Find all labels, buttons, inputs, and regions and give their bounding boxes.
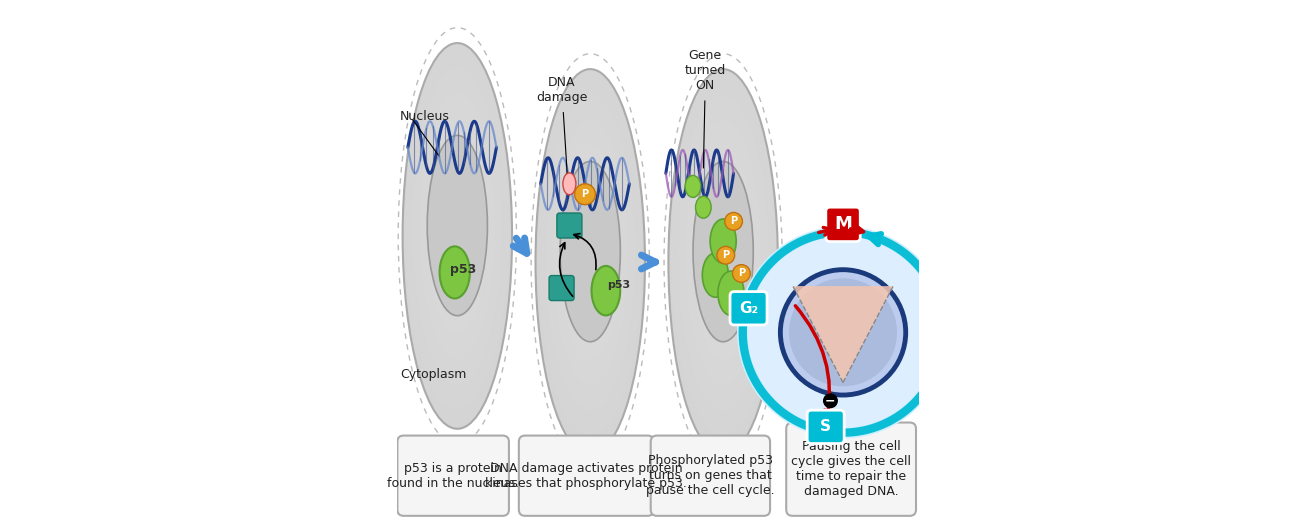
Ellipse shape	[412, 68, 503, 385]
Text: G₁: G₁	[941, 325, 961, 340]
Text: Pausing the cell
cycle gives the cell
time to repair the
damaged DNA.: Pausing the cell cycle gives the cell ti…	[791, 440, 911, 498]
Ellipse shape	[561, 161, 620, 342]
Ellipse shape	[563, 173, 576, 195]
Text: P: P	[738, 268, 745, 278]
Ellipse shape	[538, 69, 642, 435]
Text: p53: p53	[608, 280, 630, 290]
Ellipse shape	[420, 93, 495, 359]
Ellipse shape	[669, 69, 778, 455]
Text: S: S	[820, 419, 832, 434]
Ellipse shape	[700, 169, 746, 335]
Circle shape	[717, 246, 734, 264]
FancyBboxPatch shape	[650, 435, 770, 516]
Text: Gene
turned
ON: Gene turned ON	[684, 49, 725, 92]
Ellipse shape	[694, 161, 753, 342]
Ellipse shape	[440, 246, 470, 299]
Text: P: P	[722, 250, 729, 260]
Ellipse shape	[553, 119, 628, 386]
FancyBboxPatch shape	[807, 410, 844, 443]
FancyBboxPatch shape	[786, 422, 916, 516]
Ellipse shape	[707, 194, 740, 310]
Ellipse shape	[686, 119, 761, 386]
FancyBboxPatch shape	[826, 207, 861, 242]
Ellipse shape	[696, 196, 711, 218]
Ellipse shape	[686, 176, 700, 198]
Text: Nucleus: Nucleus	[400, 110, 450, 123]
Ellipse shape	[574, 194, 607, 310]
Circle shape	[575, 184, 595, 205]
Text: M: M	[834, 215, 851, 233]
FancyBboxPatch shape	[730, 291, 767, 325]
Circle shape	[747, 237, 938, 428]
Ellipse shape	[703, 253, 728, 297]
Ellipse shape	[567, 169, 613, 335]
Ellipse shape	[719, 271, 744, 315]
Ellipse shape	[536, 69, 645, 455]
Polygon shape	[794, 286, 894, 383]
Text: P: P	[582, 189, 588, 199]
Circle shape	[737, 226, 949, 439]
Text: Phosphorylated p53
turns on genes that
pause the cell cycle.: Phosphorylated p53 turns on genes that p…	[646, 454, 775, 497]
Text: DNA damage activates protein
kinases that phosphorylate p53.: DNA damage activates protein kinases tha…	[486, 462, 687, 490]
Text: DNA
damage: DNA damage	[536, 76, 587, 104]
FancyBboxPatch shape	[549, 276, 574, 301]
Ellipse shape	[441, 168, 474, 284]
Ellipse shape	[678, 94, 769, 410]
Ellipse shape	[426, 118, 488, 334]
Ellipse shape	[671, 69, 775, 435]
Circle shape	[733, 265, 750, 282]
Circle shape	[725, 213, 742, 230]
Ellipse shape	[403, 43, 512, 429]
Text: Cytoplasm: Cytoplasm	[400, 368, 466, 381]
Text: G₂: G₂	[740, 301, 758, 316]
FancyBboxPatch shape	[519, 435, 654, 516]
Ellipse shape	[559, 144, 621, 361]
FancyBboxPatch shape	[933, 315, 970, 349]
Ellipse shape	[711, 219, 736, 263]
Text: −: −	[825, 394, 836, 407]
Circle shape	[780, 270, 905, 395]
FancyBboxPatch shape	[557, 213, 582, 238]
Ellipse shape	[692, 144, 754, 361]
FancyBboxPatch shape	[397, 435, 509, 516]
Text: P: P	[730, 216, 737, 226]
Ellipse shape	[545, 94, 636, 410]
Ellipse shape	[405, 43, 509, 409]
Ellipse shape	[434, 144, 480, 309]
Circle shape	[824, 394, 837, 408]
Ellipse shape	[592, 266, 620, 315]
Circle shape	[790, 278, 898, 386]
Text: p53 is a protein
found in the nucleus.: p53 is a protein found in the nucleus.	[387, 462, 520, 490]
Ellipse shape	[428, 135, 487, 315]
Text: p53: p53	[450, 264, 476, 276]
